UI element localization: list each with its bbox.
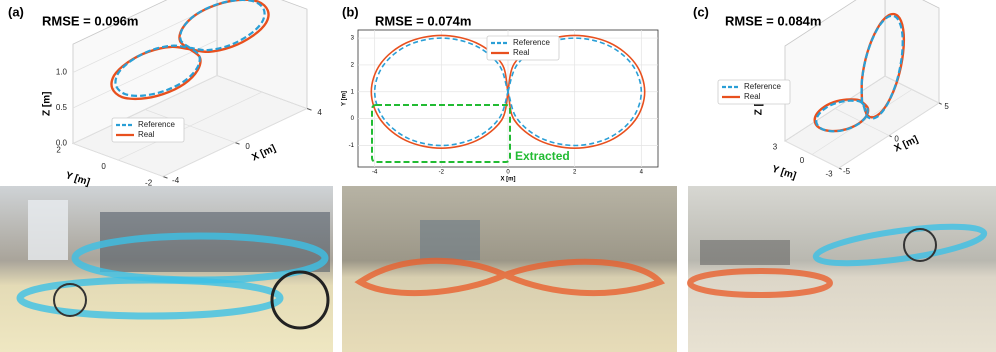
z-tick-label: 0.5 — [56, 103, 68, 112]
x-tick-label: 0 — [245, 142, 250, 151]
y-tick-label: 2 — [351, 62, 355, 68]
y-tick-label: 3 — [773, 143, 778, 152]
panel-title: RMSE = 0.074m — [375, 13, 471, 28]
y-axis-label: Y [m] — [342, 91, 348, 106]
x-tick-label: 4 — [640, 170, 644, 176]
y-tick-label: 3 — [351, 36, 355, 42]
legend-label: Real — [744, 92, 761, 101]
legend-label: Real — [138, 130, 155, 139]
panel-title: RMSE = 0.084m — [725, 13, 821, 28]
y-tick-label: 0 — [800, 156, 805, 165]
grid-line — [784, 75, 886, 142]
x-tick-label: -2 — [439, 170, 445, 176]
x-axis-label: X [m] — [501, 177, 516, 183]
tick-mark — [838, 167, 842, 170]
y-axis-label: Y [m] — [64, 170, 91, 188]
x-tick-label: -4 — [172, 176, 180, 185]
legend-label: Reference — [138, 120, 175, 129]
tick-mark — [162, 176, 168, 179]
grid-line — [838, 102, 940, 169]
photo-b — [342, 186, 677, 352]
y-tick-label: -1 — [349, 143, 355, 149]
x-tick-label: 2 — [573, 170, 577, 176]
tick-mark — [888, 135, 892, 138]
panel-label: (a) — [8, 4, 24, 19]
x-tick-label: -5 — [843, 167, 851, 176]
legend-label: Reference — [744, 82, 781, 91]
y-tick-label: 1 — [351, 89, 355, 95]
y-tick-label: -3 — [825, 170, 833, 179]
y-tick-label: 2 — [56, 145, 61, 154]
z-axis-label: Z [m] — [42, 92, 53, 116]
photo-c — [687, 186, 996, 352]
trajectory-line — [114, 0, 266, 97]
trajectory-line — [815, 14, 904, 133]
x-tick-label: 0 — [894, 134, 899, 143]
grid-line — [72, 75, 218, 144]
y-tick-label: 0 — [351, 116, 355, 122]
x-tick-label: 4 — [317, 108, 322, 117]
panel-label: (c) — [693, 4, 709, 19]
x-tick-label: 5 — [944, 102, 949, 111]
grid-line — [117, 91, 263, 161]
panel-title: RMSE = 0.096m — [42, 13, 138, 28]
y-tick-label: -2 — [145, 178, 153, 187]
y-tick-label: 0 — [101, 162, 106, 171]
trajectory-line — [373, 37, 643, 147]
legend-label: Real — [513, 48, 530, 57]
grid-line — [162, 108, 308, 177]
panel-label: (b) — [342, 4, 359, 19]
y-axis-label: Y [m] — [770, 164, 797, 182]
tick-mark — [938, 102, 942, 105]
z-tick-label: 0.0 — [56, 139, 68, 148]
x-tick-label: 0 — [506, 170, 510, 176]
x-tick-label: -4 — [372, 170, 378, 176]
z-tick-label: 1.0 — [56, 68, 68, 77]
legend-label: Reference — [513, 38, 550, 47]
x-axis-label: X [m] — [250, 143, 277, 164]
tick-mark — [234, 142, 240, 145]
photo-a — [0, 186, 333, 352]
annotation: Extracted — [515, 149, 570, 163]
tick-mark — [306, 108, 312, 111]
extracted-box — [371, 104, 511, 163]
